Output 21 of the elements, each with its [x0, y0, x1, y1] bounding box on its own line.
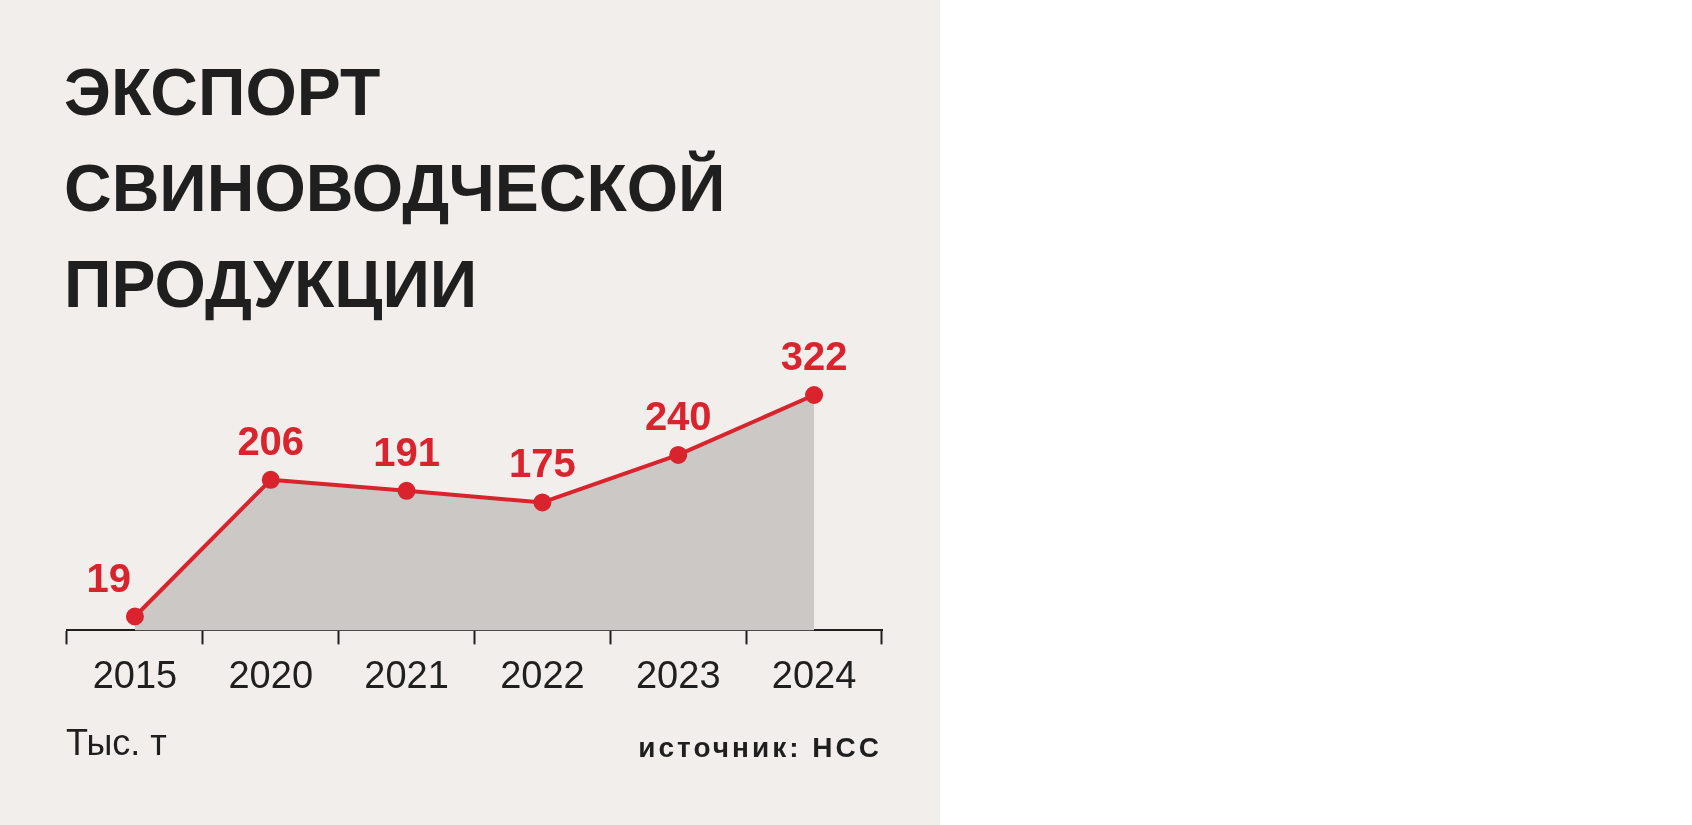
- x-tick-label: 2022: [500, 653, 585, 696]
- data-label: 19: [86, 555, 131, 600]
- point: [669, 445, 688, 464]
- point: [805, 386, 824, 404]
- point: [261, 470, 280, 489]
- x-tick-label: 2023: [635, 653, 721, 696]
- point: [397, 481, 416, 500]
- data-label: 175: [509, 441, 576, 486]
- data-label: 206: [237, 418, 305, 463]
- data-label: 191: [373, 429, 440, 474]
- x-tick-label: 2015: [92, 653, 178, 696]
- data-label: 322: [780, 334, 848, 379]
- point: [533, 493, 552, 512]
- x-tick-label: 2021: [364, 653, 449, 696]
- point: [125, 607, 144, 626]
- text: источник: НСС: [638, 732, 882, 764]
- data-label: 240: [644, 393, 712, 438]
- x-tick-label: 2024: [771, 653, 857, 696]
- text: Тыс. т: [66, 722, 167, 764]
- chart-title: ЭКСПОРТ СВИНОВОДЧЕСКОЙ ПРОДУКЦИИ: [64, 54, 727, 323]
- x-tick-label: 2020: [228, 653, 314, 696]
